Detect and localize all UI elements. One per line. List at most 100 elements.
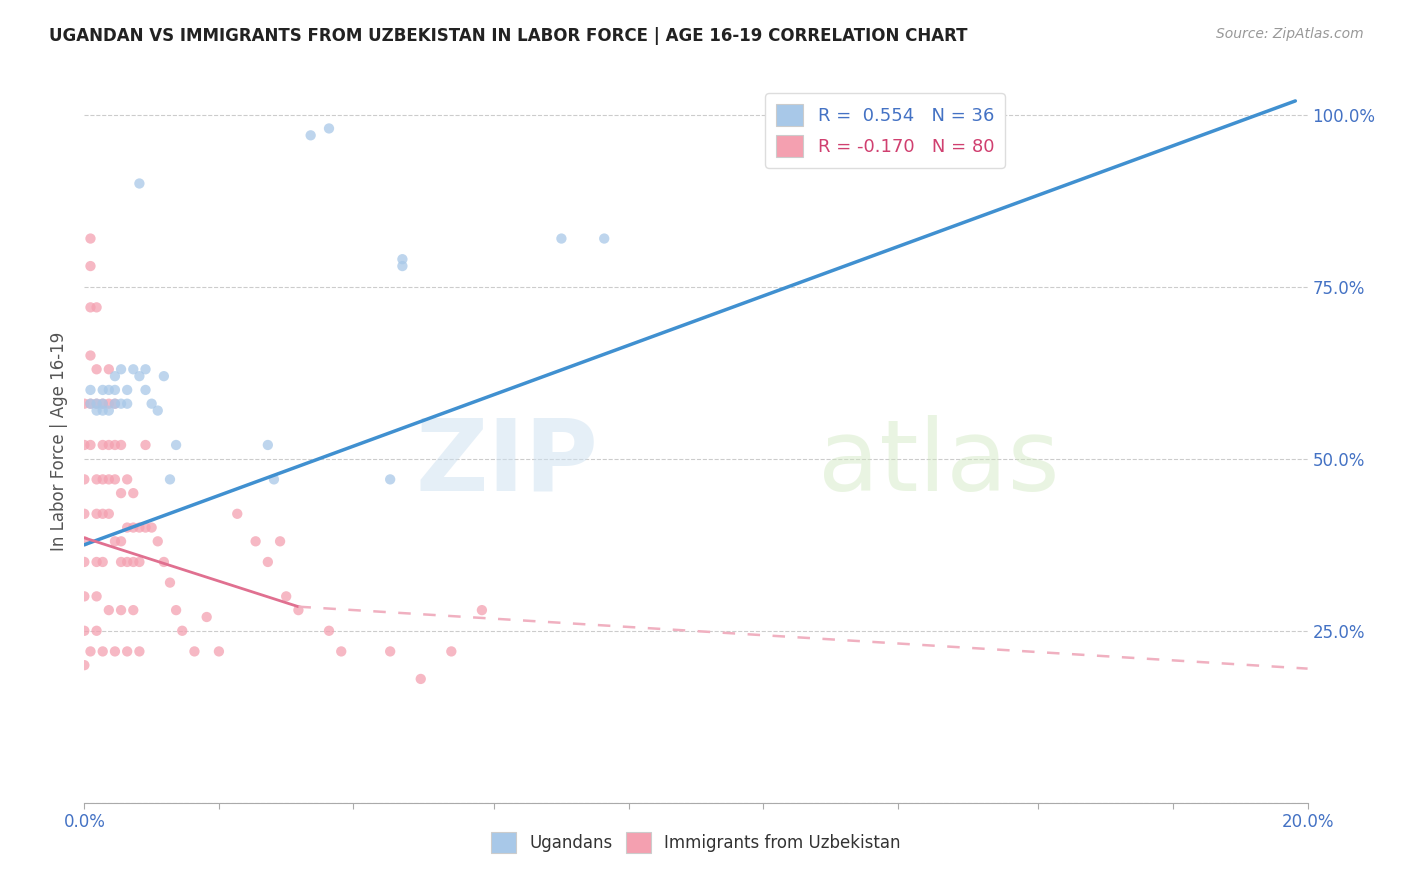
Point xyxy=(391,259,413,273)
Point xyxy=(146,403,169,417)
Point xyxy=(79,231,101,245)
Point xyxy=(115,383,138,397)
Point xyxy=(97,472,120,486)
Point xyxy=(299,128,322,143)
Point xyxy=(898,114,921,128)
Point xyxy=(128,369,150,384)
Point xyxy=(110,534,132,549)
Point xyxy=(73,658,96,673)
Point xyxy=(104,397,127,411)
Point xyxy=(97,438,120,452)
Point xyxy=(91,397,114,411)
Point xyxy=(226,507,249,521)
Point xyxy=(195,610,218,624)
Point xyxy=(86,590,108,604)
Point xyxy=(122,603,145,617)
Point xyxy=(128,644,150,658)
Point xyxy=(79,301,101,315)
Point xyxy=(115,472,138,486)
Point xyxy=(97,507,120,521)
Point xyxy=(440,644,463,658)
Point xyxy=(97,383,120,397)
Point xyxy=(122,555,145,569)
Point xyxy=(128,555,150,569)
Point xyxy=(110,486,132,500)
Point xyxy=(86,301,108,315)
Point xyxy=(287,603,309,617)
Point xyxy=(159,575,181,590)
Point xyxy=(73,590,96,604)
Point xyxy=(91,507,114,521)
Point xyxy=(115,520,138,534)
Point xyxy=(110,397,132,411)
Point xyxy=(110,555,132,569)
Point xyxy=(550,231,572,245)
Point xyxy=(79,349,101,363)
Point xyxy=(73,438,96,452)
Point xyxy=(380,644,402,658)
Point xyxy=(146,534,169,549)
Point xyxy=(86,507,108,521)
Point xyxy=(86,397,108,411)
Point xyxy=(79,397,101,411)
Legend: Ugandans, Immigrants from Uzbekistan: Ugandans, Immigrants from Uzbekistan xyxy=(485,826,907,860)
Point xyxy=(79,397,101,411)
Point xyxy=(86,472,108,486)
Point xyxy=(380,472,402,486)
Point xyxy=(91,383,114,397)
Point xyxy=(91,403,114,417)
Point xyxy=(128,520,150,534)
Point xyxy=(86,624,108,638)
Point xyxy=(208,644,231,658)
Point xyxy=(115,644,138,658)
Point xyxy=(79,383,101,397)
Point xyxy=(86,403,108,417)
Point xyxy=(159,472,181,486)
Point xyxy=(91,438,114,452)
Text: UGANDAN VS IMMIGRANTS FROM UZBEKISTAN IN LABOR FORCE | AGE 16-19 CORRELATION CHA: UGANDAN VS IMMIGRANTS FROM UZBEKISTAN IN… xyxy=(49,27,967,45)
Point xyxy=(153,555,176,569)
Point xyxy=(409,672,432,686)
Point xyxy=(269,534,291,549)
Point xyxy=(128,177,150,191)
Point xyxy=(276,590,298,604)
Point xyxy=(104,644,127,658)
Point xyxy=(86,397,108,411)
Point xyxy=(91,555,114,569)
Point xyxy=(257,555,280,569)
Point xyxy=(183,644,205,658)
Point xyxy=(471,603,494,617)
Point xyxy=(135,520,157,534)
Point xyxy=(97,362,120,376)
Point xyxy=(122,520,145,534)
Point xyxy=(73,397,96,411)
Point xyxy=(318,624,340,638)
Point xyxy=(110,438,132,452)
Point xyxy=(73,555,96,569)
Point xyxy=(110,603,132,617)
Point xyxy=(79,644,101,658)
Point xyxy=(122,486,145,500)
Point xyxy=(104,534,127,549)
Point xyxy=(318,121,340,136)
Point xyxy=(141,520,163,534)
Point xyxy=(91,472,114,486)
Point xyxy=(257,438,280,452)
Text: atlas: atlas xyxy=(818,415,1060,512)
Point xyxy=(172,624,194,638)
Point xyxy=(86,555,108,569)
Point xyxy=(79,259,101,273)
Point xyxy=(86,362,108,376)
Text: Source: ZipAtlas.com: Source: ZipAtlas.com xyxy=(1216,27,1364,41)
Point xyxy=(97,397,120,411)
Point xyxy=(122,362,145,376)
Point xyxy=(110,362,132,376)
Point xyxy=(391,252,413,267)
Point xyxy=(165,438,187,452)
Point xyxy=(263,472,285,486)
Point xyxy=(245,534,267,549)
Point xyxy=(73,624,96,638)
Point xyxy=(135,383,157,397)
Point xyxy=(141,397,163,411)
Point xyxy=(104,383,127,397)
